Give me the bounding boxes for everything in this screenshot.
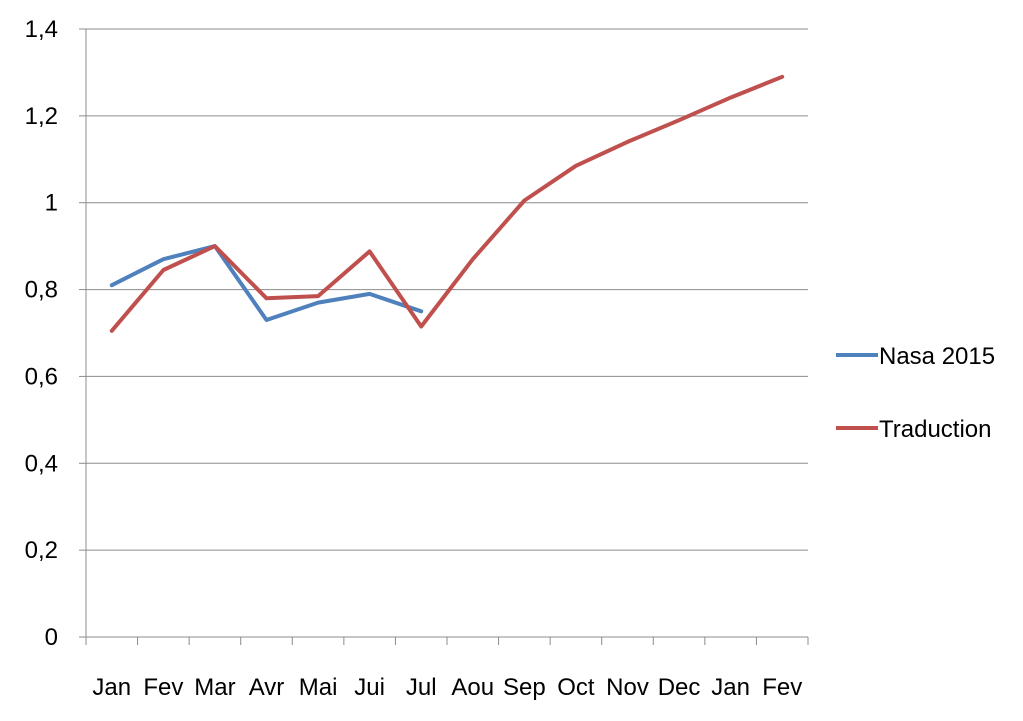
x-tick-label: Avr <box>249 674 285 701</box>
y-tick-label: 1,2 <box>25 103 58 130</box>
series-lines <box>109 74 785 333</box>
legend-label: Nasa 2015 <box>879 343 995 370</box>
x-tick-label: Fev <box>143 674 183 701</box>
x-tick-label: Jan <box>711 674 750 701</box>
legend: Nasa 2015 Traduction <box>836 343 995 443</box>
gridlines <box>86 28 808 551</box>
series-line-0 <box>109 244 424 322</box>
x-tick-label: Jan <box>92 674 131 701</box>
axes <box>79 28 809 645</box>
x-tick-label: Fev <box>762 674 802 701</box>
y-tick-label: 0,4 <box>25 450 58 477</box>
x-tick-label: Mai <box>299 674 338 701</box>
x-tick-label: Sep <box>503 674 546 701</box>
y-tick-label: 0,2 <box>25 537 58 564</box>
x-tick-label: Jui <box>354 674 385 701</box>
y-tick-labels: 0 0,2 0,4 0,6 0,8 1 1,2 1,4 <box>25 16 58 651</box>
y-tick-label: 0,6 <box>25 363 58 390</box>
x-tick-label: Oct <box>557 674 595 701</box>
x-tick-label: Aou <box>451 674 494 701</box>
x-tick-label: Mar <box>194 674 235 701</box>
y-tick-label: 1,4 <box>25 16 58 43</box>
x-tick-label: Nov <box>606 674 649 701</box>
y-tick-label: 1 <box>45 190 58 217</box>
y-tick-label: 0 <box>45 624 58 651</box>
x-tick-label: Dec <box>658 674 701 701</box>
series-line-1 <box>109 74 785 333</box>
x-tick-labels: Jan Fev Mar Avr Mai Jui Jul Aou Sep Oct Nov Dec Jan F… <box>92 674 802 701</box>
legend-label: Traduction <box>879 416 992 443</box>
x-tick-label: Jul <box>406 674 437 701</box>
y-tick-label: 0,8 <box>25 277 58 304</box>
